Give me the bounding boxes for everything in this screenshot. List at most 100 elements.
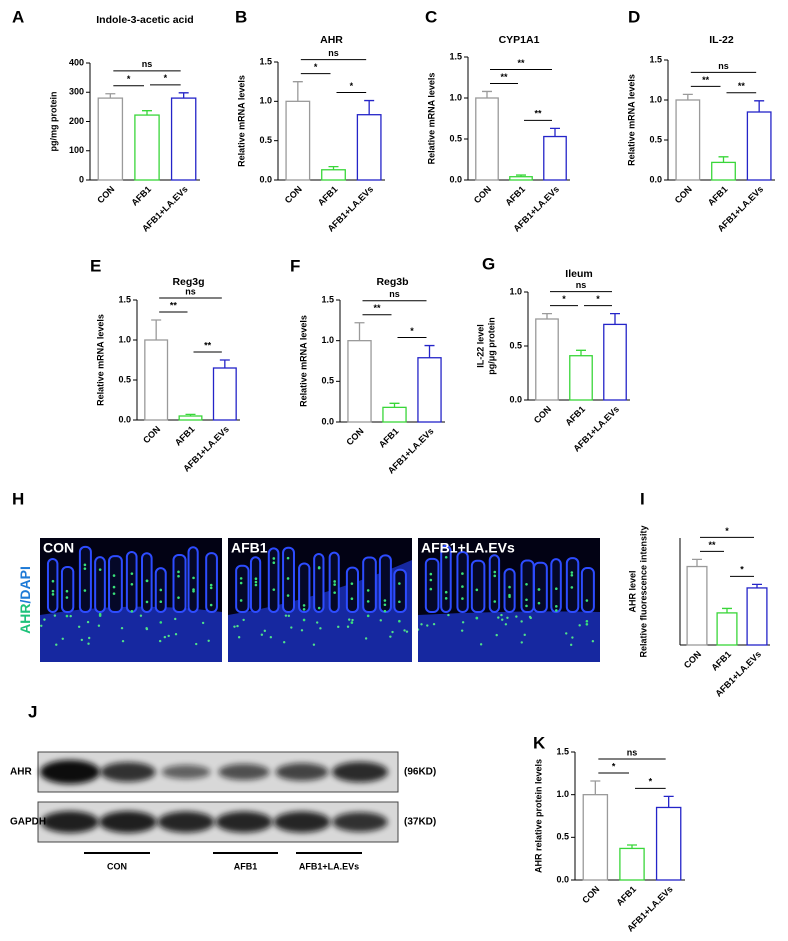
ahr-signal xyxy=(159,600,163,603)
ahr-signal xyxy=(569,643,573,647)
ahr-signal xyxy=(284,614,288,617)
ahr-signal xyxy=(348,618,351,621)
blot-band xyxy=(161,764,211,780)
ahr-signal xyxy=(585,619,589,623)
ahr-signal xyxy=(333,591,336,594)
y-axis-label: AHR relative protein levels xyxy=(533,759,543,873)
villus xyxy=(550,558,562,613)
ahr-signal xyxy=(286,594,290,597)
y-tick-label: 0.0 xyxy=(509,394,522,404)
bar xyxy=(97,97,124,181)
bar xyxy=(144,339,169,421)
bar xyxy=(543,135,567,181)
bar xyxy=(347,340,372,423)
ahr-signal xyxy=(69,614,72,618)
ahr-signal xyxy=(333,580,336,583)
panel-letter: I xyxy=(640,489,645,508)
bar xyxy=(603,323,627,401)
x-tick-label: CON xyxy=(141,424,162,445)
villus xyxy=(78,545,92,614)
significance-label: ** xyxy=(170,300,178,310)
bar xyxy=(170,97,197,181)
ahr-signal xyxy=(493,570,497,574)
ahr-signal xyxy=(77,625,81,629)
y-tick-label: 0.5 xyxy=(556,832,569,842)
y-axis-label: AHR level xyxy=(627,570,637,612)
ahr-signal xyxy=(398,582,401,585)
panel-letter: J xyxy=(28,702,37,721)
bar xyxy=(675,99,701,181)
significance-label: ** xyxy=(373,303,381,313)
ahr-signal xyxy=(391,630,394,634)
ahr-signal xyxy=(591,640,595,643)
ahr-signal xyxy=(80,638,84,642)
y-tick-label: 1.5 xyxy=(118,294,131,304)
ahr-signal xyxy=(508,593,511,597)
ahr-signal xyxy=(130,583,134,586)
villus xyxy=(378,554,392,614)
bar xyxy=(746,111,772,181)
ahr-signal xyxy=(83,567,87,570)
ahr-signal xyxy=(316,621,319,624)
stain-label: AHR/DAPI xyxy=(17,566,33,634)
ahr-signal xyxy=(383,603,387,607)
bar xyxy=(746,587,768,646)
x-tick-label: AFB1 xyxy=(563,404,587,428)
ahr-signal xyxy=(121,639,125,643)
ahr-signal xyxy=(461,572,464,575)
ahr-signal xyxy=(286,556,290,560)
villus xyxy=(282,546,295,614)
error-bar xyxy=(722,607,732,613)
error-bar xyxy=(142,110,152,116)
ahr-signal xyxy=(112,574,116,577)
panel-letter: E xyxy=(90,256,101,275)
ahr-signal xyxy=(555,605,558,608)
significance-label: ** xyxy=(534,109,542,119)
ahr-signal xyxy=(475,616,479,620)
ahr-signal xyxy=(520,620,523,623)
panel-letter: A xyxy=(12,7,24,26)
significance-label: ** xyxy=(204,340,212,350)
villus xyxy=(362,556,377,613)
bar xyxy=(212,367,237,421)
villus xyxy=(187,546,199,614)
error-bar xyxy=(576,349,586,356)
ahr-signal xyxy=(174,633,178,636)
ahr-signal xyxy=(350,582,354,585)
y-tick-label: 0.5 xyxy=(321,376,334,386)
ahr-signal xyxy=(398,619,401,623)
ahr-signal xyxy=(444,590,448,594)
ahr-signal xyxy=(195,642,198,646)
ahr-signal xyxy=(158,639,162,643)
significance-label: * xyxy=(562,294,566,304)
ahr-signal xyxy=(475,588,479,592)
villus xyxy=(108,555,123,614)
panel-letter: H xyxy=(12,489,24,508)
protein-name: AHR xyxy=(10,767,32,778)
ahr-signal xyxy=(479,643,483,646)
significance-label: ** xyxy=(500,72,508,82)
x-tick-label: AFB1 xyxy=(706,184,730,208)
image-label: CON xyxy=(43,540,74,556)
y-tick-label: 400 xyxy=(69,57,84,67)
y-tick-label: 0.0 xyxy=(118,414,131,424)
ahr-signal xyxy=(537,588,541,591)
ahr-signal xyxy=(239,599,243,602)
blot-band xyxy=(100,762,156,782)
villus xyxy=(94,556,106,614)
y-axis-label: Relative fluorescence intensity xyxy=(638,525,648,657)
significance-label: ** xyxy=(738,81,746,91)
bar xyxy=(686,565,708,646)
panel-letter: G xyxy=(482,254,495,273)
y-tick-label: 1.5 xyxy=(449,51,462,61)
villus xyxy=(267,547,280,614)
x-tick-label: AFB1 xyxy=(377,426,401,450)
ahr-signal xyxy=(130,572,134,575)
blot-band xyxy=(99,811,157,833)
ahr-signal xyxy=(167,634,170,638)
chart-title: Ileum xyxy=(565,268,592,280)
ahr-signal xyxy=(269,635,273,639)
villus xyxy=(205,552,218,614)
significance-label: * xyxy=(740,565,744,575)
blot-band xyxy=(332,812,388,832)
